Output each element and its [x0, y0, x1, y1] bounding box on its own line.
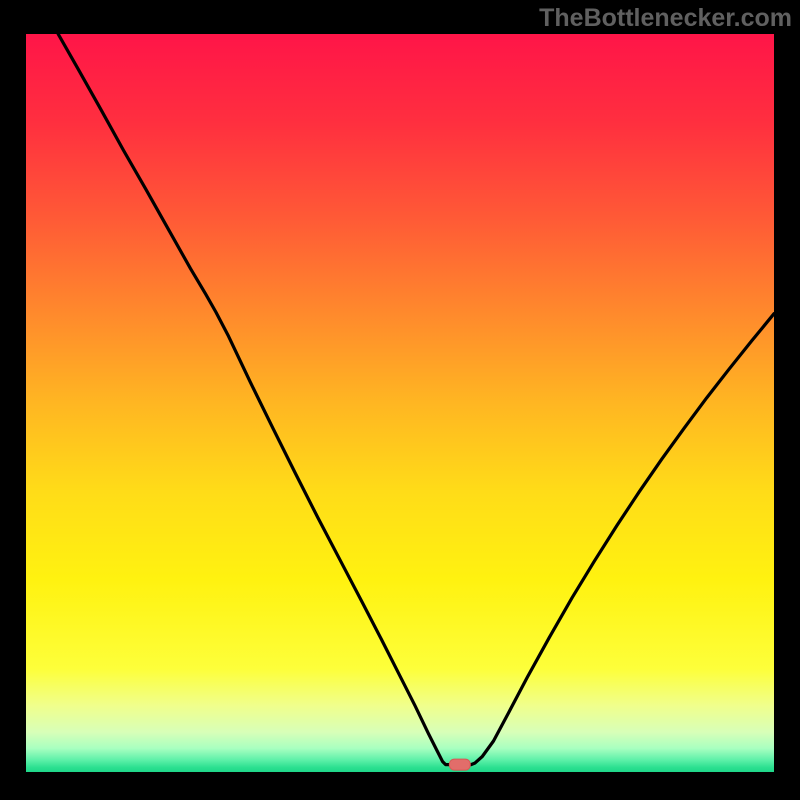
- optimal-point-marker: [449, 759, 470, 770]
- chart-frame: TheBottlenecker.com: [0, 0, 800, 800]
- watermark-text: TheBottlenecker.com: [539, 4, 792, 33]
- chart-background: [26, 34, 774, 772]
- bottleneck-chart: [26, 34, 774, 772]
